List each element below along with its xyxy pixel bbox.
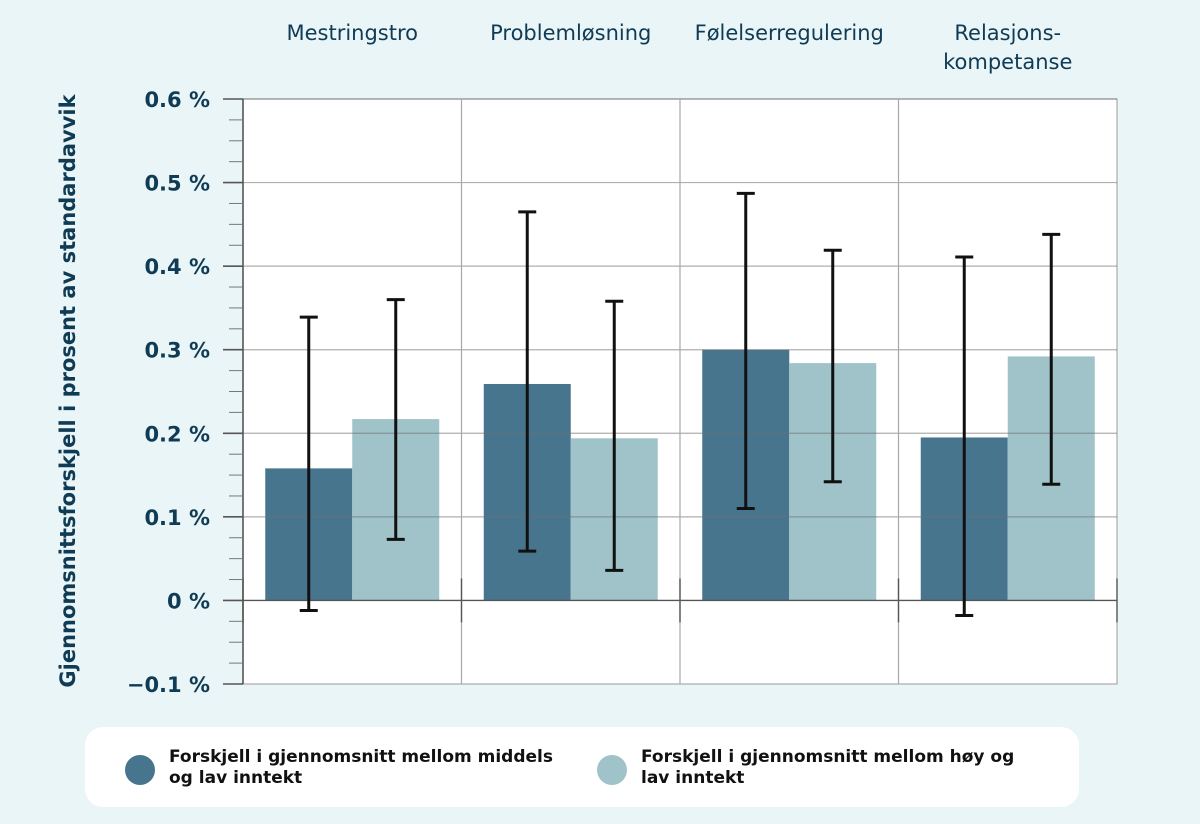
legend-item-high-income: Forskjell i gjennomsnitt mellom høy og l… xyxy=(597,747,1014,789)
category-label: Problemløsning xyxy=(490,21,651,45)
y-tick-label: 0.2 % xyxy=(144,422,210,446)
category-label: Mestringstro xyxy=(286,21,418,45)
error-bar xyxy=(1042,232,1061,486)
y-tick-label: 0.3 % xyxy=(144,339,210,363)
legend-swatch-light xyxy=(597,755,627,785)
legend-label-line2: lav inntekt xyxy=(641,768,745,788)
error-bar xyxy=(823,248,842,484)
legend-item-middle-income: Forskjell i gjennomsnitt mellom middels … xyxy=(125,747,553,789)
error-bar xyxy=(299,315,318,612)
category-label: Relasjons- xyxy=(954,21,1061,45)
error-bar xyxy=(518,210,537,553)
y-tick-label: 0.5 % xyxy=(144,172,210,196)
legend-label: Forskjell i gjennomsnitt mellom middels … xyxy=(169,747,553,789)
legend-label-line1: Forskjell i gjennomsnitt mellom middels xyxy=(169,747,553,767)
y-tick-label: 0.6 % xyxy=(144,88,210,112)
category-label: Følelserregulering xyxy=(695,21,884,45)
error-bar xyxy=(736,191,755,510)
error-bar xyxy=(386,298,405,541)
y-tick-label: 0.1 % xyxy=(144,506,210,530)
legend: Forskjell i gjennomsnitt mellom middels … xyxy=(85,727,1079,807)
error-bar xyxy=(955,255,974,617)
legend-swatch-dark xyxy=(125,755,155,785)
y-tick-label: 0.4 % xyxy=(144,255,210,279)
y-axis-title: Gjennomsnittsforskjell i prosent av stan… xyxy=(56,93,80,687)
legend-label-line2: og lav inntekt xyxy=(169,768,303,788)
legend-label: Forskjell i gjennomsnitt mellom høy og l… xyxy=(641,747,1014,789)
error-bar xyxy=(605,299,624,572)
legend-label-line1: Forskjell i gjennomsnitt mellom høy og xyxy=(641,747,1015,767)
y-tick-label: 0 % xyxy=(167,589,210,613)
category-label: kompetanse xyxy=(943,50,1072,74)
y-tick-label: −0.1 % xyxy=(127,673,210,697)
